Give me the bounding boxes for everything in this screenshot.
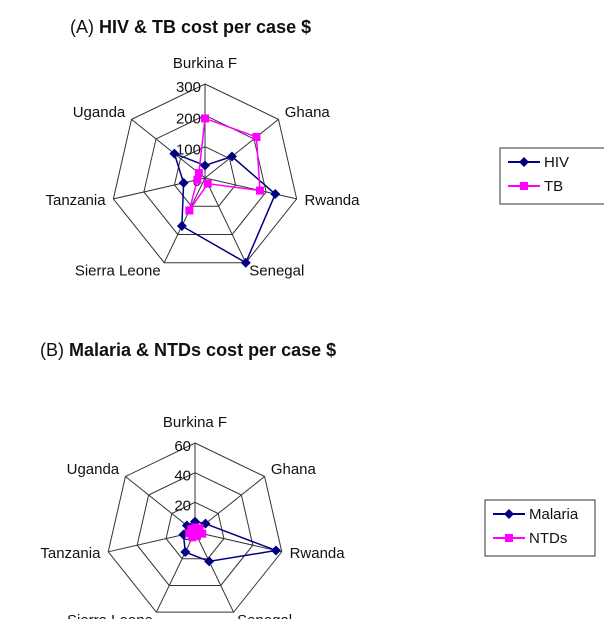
legend-box [499, 147, 604, 205]
marker [194, 169, 203, 178]
category-label: Burkina F [173, 55, 237, 72]
r-tick-label: 200 [176, 110, 201, 127]
category-label: Senegal [237, 612, 292, 619]
legend-label: HIV [544, 154, 569, 171]
marker [178, 177, 189, 188]
marker [195, 524, 204, 533]
title-prefix: (B) [40, 340, 64, 360]
marker [252, 132, 261, 141]
marker [180, 547, 191, 558]
marker [185, 529, 194, 538]
marker [187, 525, 196, 534]
title-text: Malaria & NTDs cost per case $ [69, 340, 336, 360]
r-tick-label: 40 [174, 468, 191, 485]
category-label: Tanzania [46, 192, 107, 209]
spoke [131, 119, 206, 179]
category-label: Uganda [73, 104, 126, 121]
spoke [155, 531, 196, 613]
category-label: Rwanda [304, 192, 360, 209]
r-tick-label: 60 [174, 438, 191, 455]
grid-ring [107, 442, 283, 613]
chart-title: (A) HIV & TB cost per case $ [70, 17, 311, 37]
spoke [125, 476, 196, 533]
marker [169, 148, 180, 159]
legend-label: Malaria [529, 506, 579, 523]
marker [201, 114, 209, 123]
marker [255, 186, 264, 195]
marker [270, 545, 281, 556]
category-label: Uganda [67, 461, 120, 478]
series-line [188, 117, 261, 211]
grid-ring [143, 114, 267, 235]
marker [198, 529, 207, 538]
marker [520, 182, 528, 190]
marker [270, 189, 281, 200]
marker [185, 206, 194, 215]
title-text: HIV & TB cost per case $ [99, 17, 311, 37]
r-tick-label: 20 [174, 497, 191, 514]
spoke [204, 177, 297, 200]
grid-ring [112, 83, 298, 264]
r-tick-label: 100 [176, 142, 201, 159]
legend-box [484, 499, 596, 557]
marker [240, 257, 251, 268]
category-label: Sierra Leone [67, 612, 153, 619]
marker [505, 534, 513, 542]
category-label: Senegal [249, 263, 304, 280]
legend-label: TB [544, 178, 563, 195]
category-label: Rwanda [290, 545, 346, 562]
category-label: Ghana [285, 104, 331, 121]
spoke [204, 119, 279, 179]
title-prefix: (A) [70, 17, 94, 37]
marker [203, 179, 212, 188]
marker [193, 175, 202, 184]
category-label: Ghana [271, 461, 317, 478]
marker [192, 532, 201, 541]
series-line [173, 152, 277, 264]
grid-ring [136, 472, 254, 586]
marker [504, 509, 514, 519]
spoke [194, 531, 282, 553]
marker [176, 220, 187, 231]
legend-label: NTDs [529, 530, 567, 547]
spoke [194, 531, 235, 613]
marker [226, 151, 237, 162]
spoke [113, 177, 206, 200]
category-label: Burkina F [163, 414, 227, 431]
category-label: Sierra Leone [75, 263, 161, 280]
marker [188, 533, 197, 542]
r-tick-label: 300 [176, 79, 201, 96]
marker [204, 556, 215, 567]
marker [519, 157, 529, 167]
chart-title: (B) Malaria & NTDs cost per case $ [40, 340, 336, 360]
spoke [204, 177, 247, 263]
category-label: Tanzania [40, 545, 101, 562]
grid-ring [173, 146, 237, 207]
spoke [163, 177, 206, 263]
grid-ring [165, 501, 225, 560]
marker [200, 160, 210, 171]
